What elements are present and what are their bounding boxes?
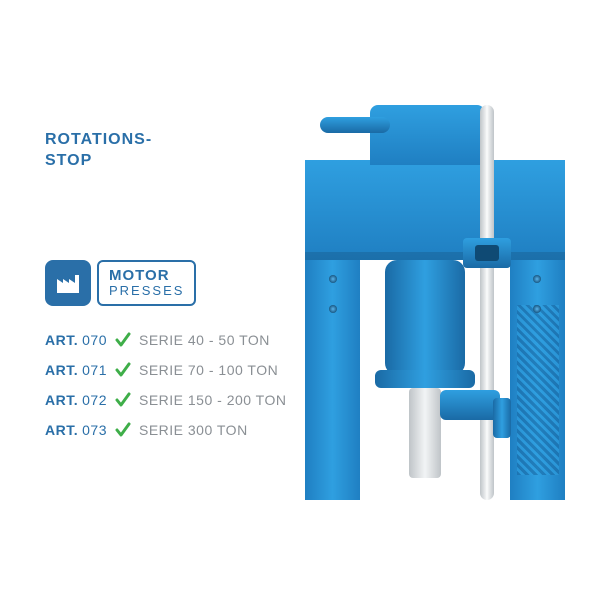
bolt-icon xyxy=(329,305,337,313)
article-code: 072 xyxy=(82,392,107,408)
article-serie: SERIE 70 - 100 TON xyxy=(139,362,278,378)
machine-column-left xyxy=(305,260,360,500)
bolt-icon xyxy=(533,275,541,283)
check-icon xyxy=(113,360,133,380)
article-serie: SERIE 150 - 200 TON xyxy=(139,392,287,408)
article-serie: SERIE 40 - 50 TON xyxy=(139,332,270,348)
machine-arm xyxy=(440,390,500,420)
machine-cylinder-base xyxy=(375,370,475,388)
machine-guide-rod xyxy=(480,105,494,500)
article-prefix: ART. xyxy=(45,362,78,378)
category-badge: MOTOR PRESSES xyxy=(45,260,196,306)
badge-line-2: PRESSES xyxy=(109,284,184,298)
article-code: 070 xyxy=(82,332,107,348)
bolt-icon xyxy=(533,305,541,313)
check-icon xyxy=(113,390,133,410)
article-prefix: ART. xyxy=(45,422,78,438)
check-icon xyxy=(113,330,133,350)
article-serie: SERIE 300 TON xyxy=(139,422,248,438)
machine-crossbeam xyxy=(305,160,565,260)
article-code: 073 xyxy=(82,422,107,438)
article-prefix: ART. xyxy=(45,332,78,348)
article-row: ART. 072 SERIE 150 - 200 TON xyxy=(45,385,286,415)
machine-head-pipe xyxy=(320,117,390,133)
machine-cylinder xyxy=(385,260,465,375)
title-line-2: STOP xyxy=(45,151,152,172)
machine-clamp-hole xyxy=(475,245,499,261)
badge-text: MOTOR PRESSES xyxy=(97,260,196,306)
product-title: ROTATIONS- STOP xyxy=(45,130,152,172)
machine-head xyxy=(370,105,485,165)
machine-arm-tip xyxy=(493,398,511,438)
machine-piston xyxy=(409,388,441,478)
article-row: ART. 071 SERIE 70 - 100 TON xyxy=(45,355,286,385)
article-row: ART. 073 SERIE 300 TON xyxy=(45,415,286,445)
article-prefix: ART. xyxy=(45,392,78,408)
article-code: 071 xyxy=(82,362,107,378)
machine-mesh-guard xyxy=(517,305,559,475)
check-icon xyxy=(113,420,133,440)
machine-illustration xyxy=(305,105,565,500)
bolt-icon xyxy=(329,275,337,283)
factory-icon xyxy=(45,260,91,306)
badge-line-1: MOTOR xyxy=(109,268,184,284)
article-list: ART. 070 SERIE 40 - 50 TON ART. 071 SERI… xyxy=(45,325,286,445)
title-line-1: ROTATIONS- xyxy=(45,130,152,151)
article-row: ART. 070 SERIE 40 - 50 TON xyxy=(45,325,286,355)
